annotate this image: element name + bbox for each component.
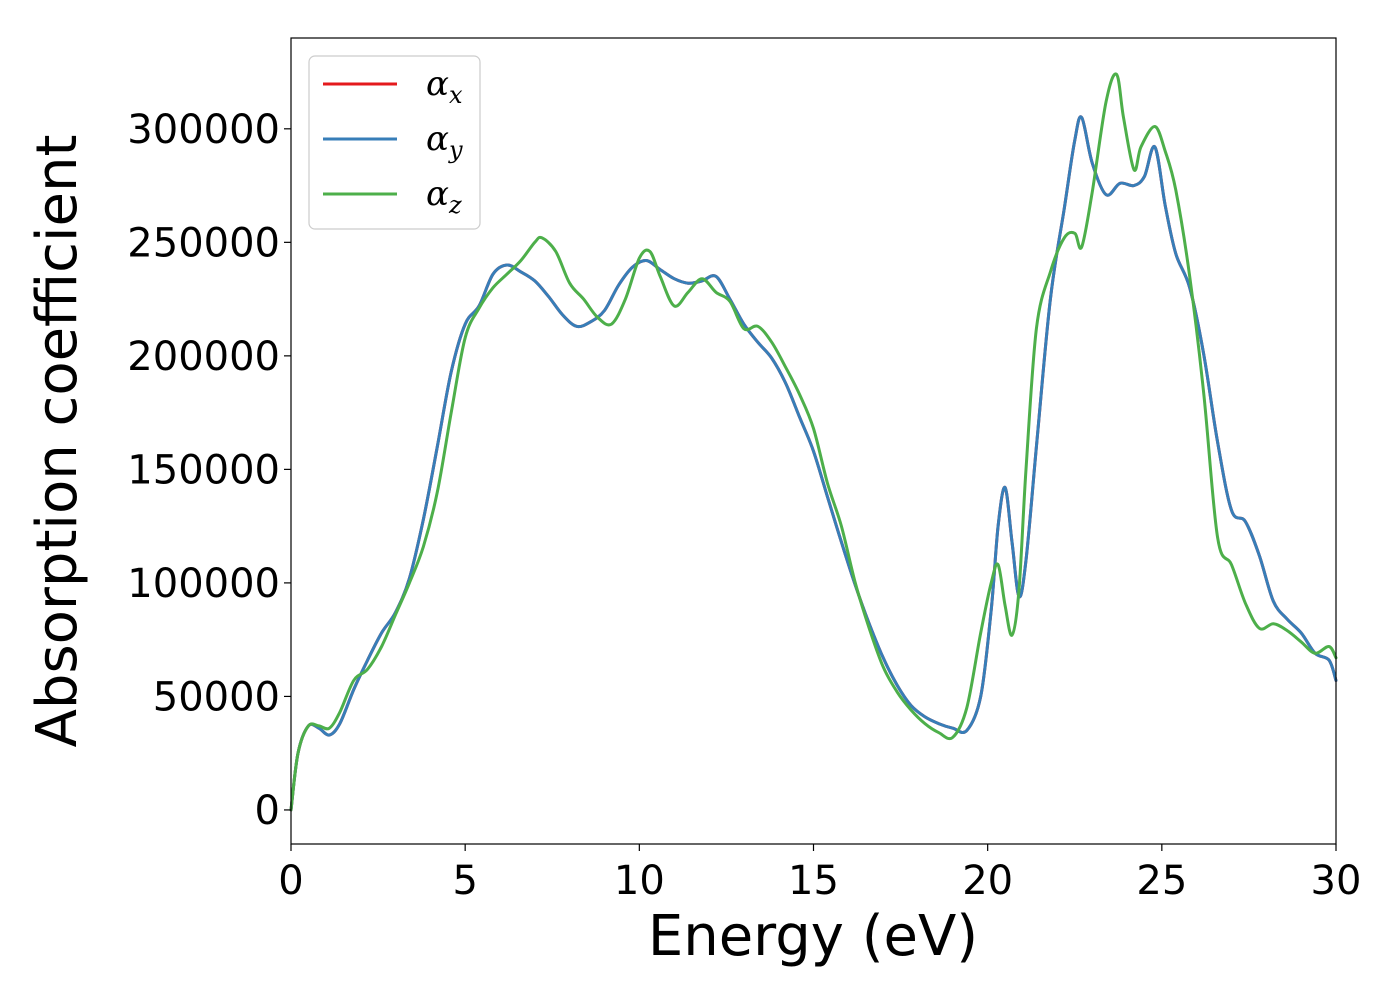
y-axis-label: Absorption coefficient bbox=[25, 135, 90, 748]
x-tick-label: 10 bbox=[614, 858, 665, 904]
legend-subscript: y bbox=[448, 136, 463, 164]
legend-box bbox=[308, 55, 481, 230]
series-layer bbox=[289, 72, 1338, 812]
y-axis-ticks: 0 50000 100000 150000 200000 250000 300000 bbox=[127, 107, 291, 834]
legend-subscript: x bbox=[449, 81, 463, 109]
y-tick-label: 0 bbox=[255, 788, 280, 834]
x-axis-ticks: 0 5 10 15 20 25 30 bbox=[278, 844, 1361, 904]
series-line-z bbox=[289, 72, 1338, 812]
legend-label-y: αy bbox=[426, 119, 463, 164]
y-tick-label: 100000 bbox=[127, 561, 280, 607]
legend-label-z: αz bbox=[426, 174, 462, 219]
y-tick-label: 300000 bbox=[127, 107, 280, 153]
x-tick-label: 0 bbox=[278, 858, 303, 904]
legend-symbol: α bbox=[426, 119, 449, 159]
y-tick-label: 200000 bbox=[127, 334, 280, 380]
y-tick-label: 50000 bbox=[153, 674, 280, 720]
legend-symbol: α bbox=[426, 174, 449, 214]
legend-subscript: z bbox=[448, 191, 462, 219]
x-tick-label: 25 bbox=[1136, 858, 1187, 904]
x-tick-label: 15 bbox=[788, 858, 839, 904]
x-tick-label: 5 bbox=[452, 858, 477, 904]
legend-symbol: α bbox=[426, 64, 449, 104]
x-axis-label: Energy (eV) bbox=[648, 904, 978, 969]
x-tick-label: 20 bbox=[962, 858, 1013, 904]
y-tick-label: 150000 bbox=[127, 447, 280, 493]
x-tick-label: 30 bbox=[1311, 858, 1362, 904]
legend-label-x: αx bbox=[426, 64, 463, 109]
y-tick-label: 250000 bbox=[127, 220, 280, 266]
